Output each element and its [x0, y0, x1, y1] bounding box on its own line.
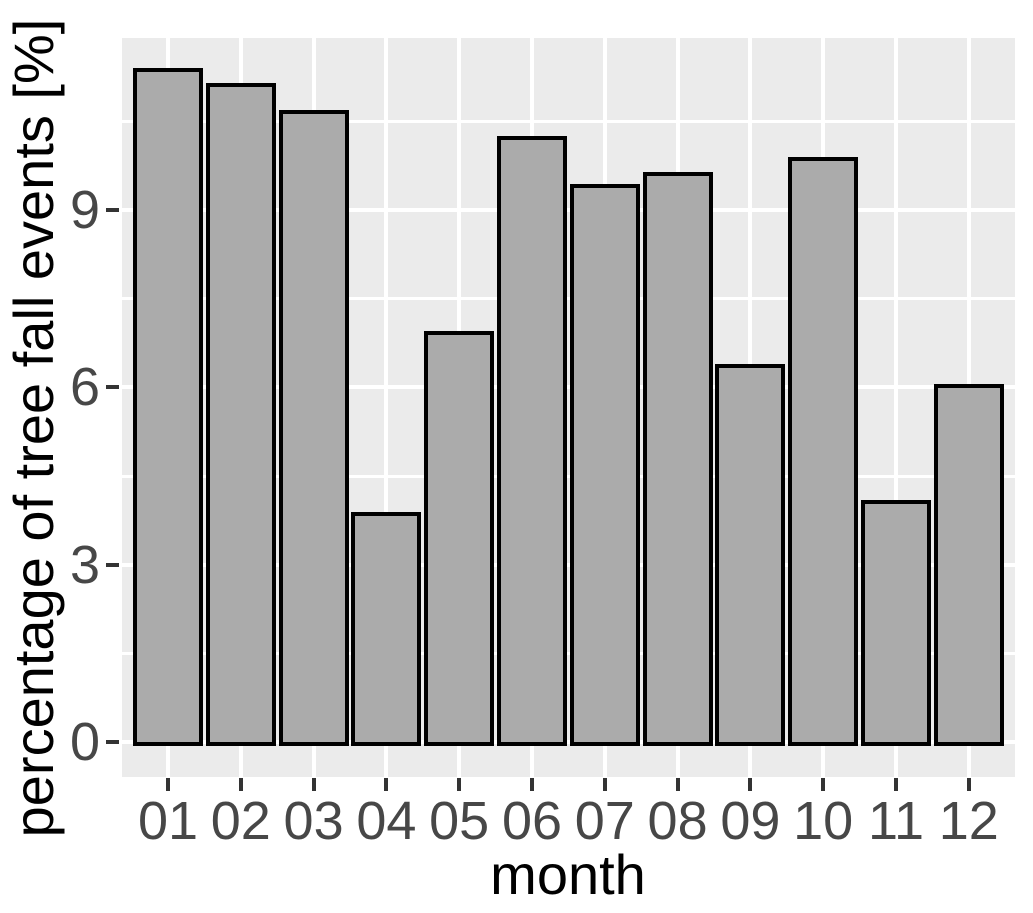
bar-month-10 [788, 156, 859, 746]
x-tick-label-02: 02 [210, 791, 271, 851]
x-tick-mark-07 [602, 778, 607, 791]
x-tick-mark-10 [821, 778, 826, 791]
bar-month-05 [424, 331, 495, 746]
gridline-vertical-04 [384, 38, 389, 777]
x-tick-mark-11 [894, 778, 898, 791]
bar-month-02 [205, 83, 276, 746]
x-tick-mark-12 [966, 778, 971, 791]
x-tick-mark-06 [530, 778, 534, 791]
bar-month-04 [351, 511, 422, 746]
y-tick-mark-6 [106, 385, 119, 390]
gridline-minor-7.5 [122, 297, 1015, 301]
x-tick-mark-01 [166, 778, 170, 791]
gridline-major-3 [122, 562, 1015, 567]
x-tick-mark-02 [238, 778, 243, 791]
gridline-minor-4.5 [122, 474, 1015, 478]
y-tick-label-3: 3 [69, 534, 100, 595]
y-tick-label-0: 0 [69, 712, 100, 772]
y-tick-label-6: 6 [69, 357, 100, 418]
x-tick-label-06: 06 [501, 791, 563, 851]
y-tick-mark-3 [106, 562, 119, 567]
x-tick-label-01: 01 [137, 791, 199, 851]
x-tick-label-08: 08 [647, 791, 708, 851]
gridline-minor-10.5 [122, 119, 1015, 123]
x-tick-label-05: 05 [429, 791, 490, 851]
x-tick-label-04: 04 [356, 791, 417, 851]
x-tick-mark-09 [748, 778, 753, 791]
bar-month-08 [642, 171, 713, 746]
x-tick-label-09: 09 [720, 791, 781, 851]
x-tick-label-11: 11 [867, 791, 925, 851]
y-axis-title: percentage of tree fall events [%] [2, 18, 65, 838]
bar-month-12 [933, 384, 1004, 746]
gridline-major-6 [122, 385, 1015, 390]
bar-month-03 [278, 109, 349, 746]
x-axis-title: month [490, 843, 646, 906]
x-tick-mark-08 [675, 778, 680, 791]
gridline-minor-1.5 [122, 651, 1015, 655]
x-tick-mark-03 [311, 778, 316, 791]
y-tick-mark-9 [106, 208, 119, 213]
x-tick-label-12: 12 [938, 791, 999, 851]
bar-month-06 [497, 136, 567, 746]
gridline-major-9 [122, 208, 1015, 213]
y-tick-mark-0 [106, 740, 119, 744]
bar-month-11 [861, 499, 931, 746]
x-tick-label-03: 03 [283, 791, 344, 851]
x-tick-label-10: 10 [793, 791, 854, 851]
gridline-major-0 [122, 740, 1015, 744]
bar-month-07 [569, 183, 640, 746]
x-tick-mark-05 [457, 778, 462, 791]
bar-month-01 [133, 68, 203, 746]
gridline-vertical-11 [894, 38, 898, 777]
bar-month-09 [715, 363, 786, 746]
y-tick-label-9: 9 [69, 180, 100, 241]
plot-panel [122, 38, 1015, 777]
x-tick-mark-04 [384, 778, 389, 791]
x-tick-label-07: 07 [574, 791, 635, 851]
